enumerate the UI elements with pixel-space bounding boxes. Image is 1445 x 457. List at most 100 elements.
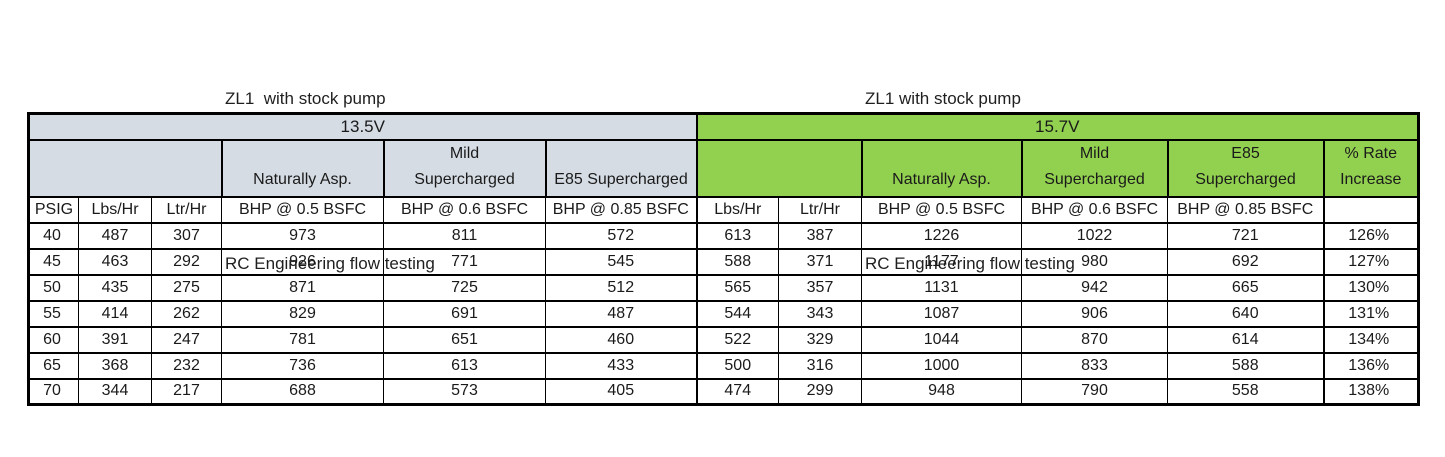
col-header-ltr-hr-right: Ltr/Hr [778,196,862,224]
data-cell: 870 [1021,325,1168,354]
data-cell: 558 [1167,377,1324,406]
data-cell: 545 [545,247,697,276]
psig-cell: 70 [28,377,79,406]
data-cell: 790 [1021,377,1168,406]
data-cell: 926 [221,247,384,276]
data-cell: 614 [1167,325,1324,354]
data-cell: 721 [1167,221,1324,250]
col-header-lbs-hr-left: Lbs/Hr [78,196,152,224]
data-cell: 433 [545,351,697,380]
data-cell: 371 [778,247,862,276]
data-cell: 613 [383,351,546,380]
col-header-ltr-hr-left: Ltr/Hr [151,196,222,224]
data-cell: 613 [695,221,779,250]
data-cell: 736 [221,351,384,380]
data-cell: 262 [151,299,222,328]
data-cell: 368 [78,351,152,380]
table-row: 45 463 292 926 771 545 588 371 1177 980 … [28,247,1419,276]
data-cell: 942 [1021,273,1168,302]
data-cell: 487 [78,221,152,250]
data-cell: 725 [383,273,546,302]
data-cell: 1087 [861,299,1022,328]
data-cell: 573 [383,377,546,406]
rate-cell: 138% [1322,377,1419,406]
psig-cell: 40 [28,221,79,250]
table-row: 40 487 307 973 811 572 613 387 1226 1022… [28,221,1419,250]
data-cell: 414 [78,299,152,328]
category-blank-right [695,138,863,198]
data-cell: 565 [695,273,779,302]
column-header-row: PSIG Lbs/Hr Ltr/Hr BHP @ 0.5 BSFC BHP @ … [28,196,1419,224]
data-cell: 588 [1167,351,1324,380]
data-cell: 1000 [861,351,1022,380]
data-cell: 688 [221,377,384,406]
data-cell: 771 [383,247,546,276]
data-cell: 217 [151,377,222,406]
category-rate-increase: % Rate Increase [1322,138,1420,198]
section-header-row: 13.5V 15.7V [27,112,1420,141]
flow-test-table: 13.5V 15.7V Naturally Asp. Mild Supercha… [27,112,1420,406]
data-cell: 1226 [861,221,1022,250]
data-cell: 1022 [1021,221,1168,250]
data-cell: 512 [545,273,697,302]
data-cell: 811 [383,221,546,250]
data-cell: 232 [151,351,222,380]
data-cell: 357 [778,273,862,302]
col-header-bhp-06-right: BHP @ 0.6 BSFC [1021,196,1168,224]
table-row: 65 368 232 736 613 433 500 316 1000 833 … [28,351,1419,380]
data-cell: 275 [151,273,222,302]
data-cell: 500 [695,351,779,380]
category-mild-supercharged-15-7v: Mild Supercharged [1020,138,1169,198]
data-cell: 572 [545,221,697,250]
category-naturally-asp-15-7v: Naturally Asp. [860,138,1023,198]
data-cell: 292 [151,247,222,276]
rate-cell: 131% [1322,299,1419,328]
category-blank-left [27,138,223,198]
table-row: 70 344 217 688 573 405 474 299 948 790 5… [28,377,1419,406]
data-cell: 1044 [861,325,1022,354]
table-row: 55 414 262 829 691 487 544 343 1087 906 … [28,299,1419,328]
data-cell: 387 [778,221,862,250]
psig-cell: 65 [28,351,79,380]
col-header-rate-blank [1322,196,1419,224]
data-cell: 1131 [861,273,1022,302]
data-cell: 544 [695,299,779,328]
data-cell: 781 [221,325,384,354]
data-cell: 1177 [861,247,1022,276]
section-header-15-7v: 15.7V [695,112,1420,141]
rate-cell: 134% [1322,325,1419,354]
data-cell: 651 [383,325,546,354]
data-cell: 588 [695,247,779,276]
category-e85-supercharged-13-5v: E85 Supercharged [544,138,698,198]
data-cell: 665 [1167,273,1324,302]
data-cell: 344 [78,377,152,406]
data-cell: 474 [695,377,779,406]
col-header-bhp-085-left: BHP @ 0.85 BSFC [545,196,697,224]
data-cell: 435 [78,273,152,302]
data-cell: 247 [151,325,222,354]
data-cell: 487 [545,299,697,328]
table-row: 60 391 247 781 651 460 522 329 1044 870 … [28,325,1419,354]
col-header-lbs-hr-right: Lbs/Hr [695,196,779,224]
table-row: 50 435 275 871 725 512 565 357 1131 942 … [28,273,1419,302]
data-cell: 640 [1167,299,1324,328]
rate-cell: 126% [1322,221,1419,250]
category-mild-supercharged-13-5v: Mild Supercharged [382,138,547,198]
psig-cell: 55 [28,299,79,328]
data-cell: 343 [778,299,862,328]
psig-cell: 60 [28,325,79,354]
rate-cell: 136% [1322,351,1419,380]
data-cell: 329 [778,325,862,354]
data-cell: 829 [221,299,384,328]
data-cell: 692 [1167,247,1324,276]
rate-cell: 130% [1322,273,1419,302]
category-naturally-asp-13-5v: Naturally Asp. [220,138,385,198]
data-cell: 906 [1021,299,1168,328]
data-cell: 463 [78,247,152,276]
data-cell: 299 [778,377,862,406]
category-header-row: Naturally Asp. Mild Supercharged E85 Sup… [27,138,1420,198]
data-cell: 391 [78,325,152,354]
data-cell: 833 [1021,351,1168,380]
psig-cell: 45 [28,247,79,276]
